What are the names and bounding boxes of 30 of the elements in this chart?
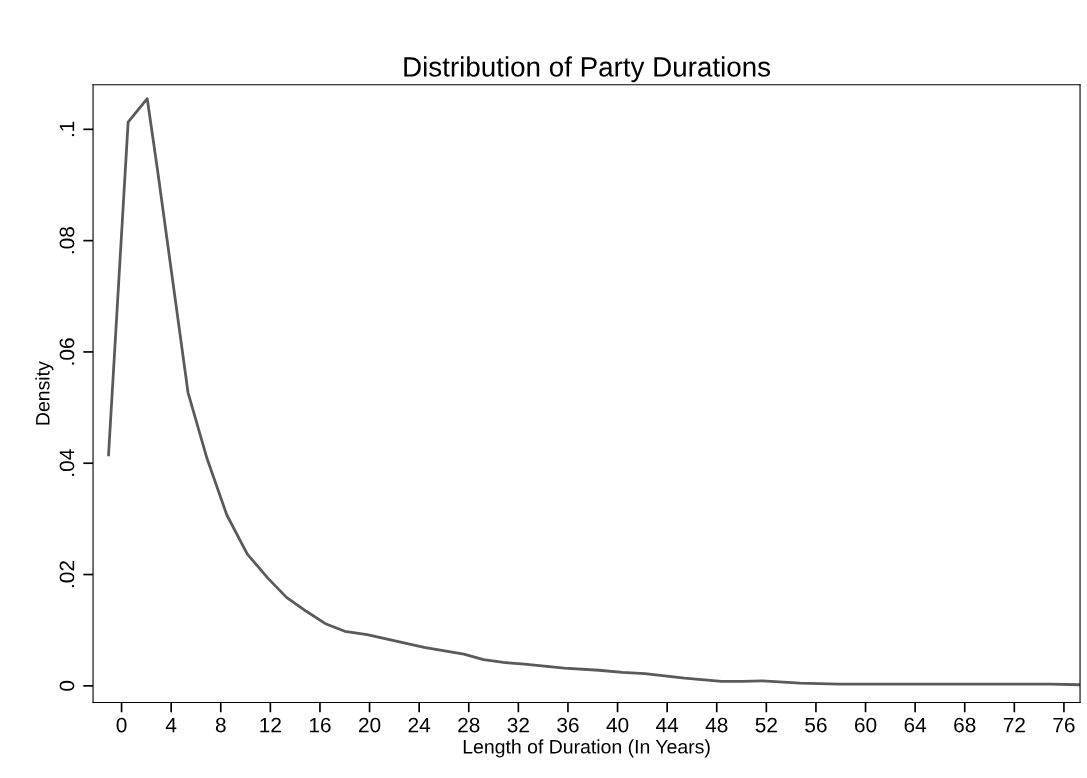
x-tick-label: 76 (1053, 717, 1075, 733)
x-tick-label: 8 (215, 717, 226, 733)
x-tick-label: 52 (755, 717, 777, 733)
x-tick-label: 24 (408, 717, 431, 733)
x-tick-label: 64 (904, 717, 927, 733)
x-tick-label: 60 (855, 717, 877, 733)
x-tick-label: 0 (116, 717, 127, 733)
y-tick-label: .08 (59, 227, 75, 254)
x-tick-label: 56 (805, 717, 827, 733)
y-tick-label: .04 (59, 449, 75, 476)
x-tick-label: 68 (954, 717, 976, 733)
x-tick-label: 28 (458, 717, 480, 733)
x-tick-label: 12 (260, 717, 281, 733)
y-tick-label: .1 (59, 121, 75, 137)
y-tick-label: .06 (59, 338, 75, 365)
x-tick-label: 44 (656, 717, 679, 733)
chart-title: Distribution of Party Durations (404, 56, 771, 83)
x-tick-label: 20 (359, 717, 381, 733)
x-tick-label: 36 (557, 717, 579, 733)
y-tick-label: .02 (59, 561, 75, 588)
y-axis-title: Density (35, 361, 54, 425)
x-tick-label: 4 (165, 717, 177, 733)
x-tick-label: 72 (1003, 717, 1025, 733)
x-tick-label: 48 (705, 717, 728, 733)
x-tick-label: 32 (507, 717, 529, 733)
x-axis-title: Length of Duration (In Years) (463, 739, 710, 758)
line-series (107, 97, 1081, 687)
x-tick-label: 16 (309, 717, 331, 733)
x-tick-label: 40 (606, 717, 629, 733)
y-tick-label: 0 (59, 680, 75, 691)
